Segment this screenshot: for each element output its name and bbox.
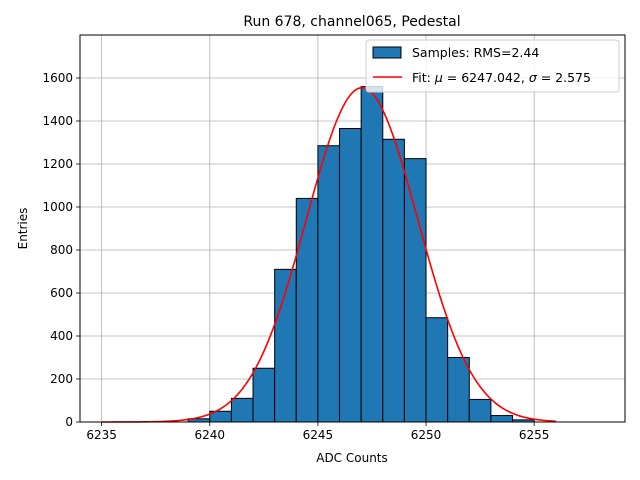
histogram-bar <box>382 138 405 423</box>
histogram-bar <box>403 158 427 423</box>
y-tick-label: 400 <box>50 329 73 343</box>
x-axis-label: ADC Counts <box>316 451 388 465</box>
histogram-bar <box>317 145 341 423</box>
legend-fit-prefix: Fit: <box>412 70 435 85</box>
legend: Samples: RMS=2.44 Fit: μ = 6247.042, σ =… <box>365 39 620 93</box>
y-axis-label: Entries <box>16 208 30 250</box>
x-tick-label: 6240 <box>194 428 225 442</box>
y-tick-label: 1600 <box>42 71 73 85</box>
x-axis-ticks: 6235 6240 6245 6250 6255 <box>86 422 549 442</box>
legend-histogram-swatch <box>372 46 402 59</box>
y-tick-label: 1400 <box>42 114 73 128</box>
legend-fit-label: Fit: μ = 6247.042, σ = 2.575 <box>412 70 591 85</box>
histogram-bar <box>295 197 319 423</box>
y-tick-label: 200 <box>50 372 73 386</box>
y-tick-label: 600 <box>50 286 73 300</box>
legend-fit-sigma-value: = 2.575 <box>537 70 591 85</box>
histogram-bars <box>187 86 535 423</box>
legend-fit-mu-symbol: μ <box>434 70 443 85</box>
fit-curve-group <box>101 86 556 423</box>
histogram-bar <box>447 357 470 423</box>
fit-curve <box>101 86 556 423</box>
y-tick-label: 1000 <box>42 200 73 214</box>
chart-title: Run 678, channel065, Pedestal <box>243 14 460 30</box>
x-tick-label: 6250 <box>411 428 442 442</box>
histogram-bar <box>490 415 514 423</box>
x-tick-label: 6245 <box>303 428 334 442</box>
histogram-bar <box>339 128 362 423</box>
histogram-bar <box>230 397 254 423</box>
y-tick-label: 1200 <box>42 157 73 171</box>
x-tick-label: 6255 <box>519 428 550 442</box>
legend-histogram-label: Samples: RMS=2.44 <box>412 45 539 60</box>
histogram-bar <box>425 317 449 423</box>
histogram-bar <box>360 86 384 423</box>
histogram-bar <box>252 367 276 423</box>
y-tick-label: 0 <box>65 415 73 429</box>
plot-frame <box>79 34 626 423</box>
y-axis-ticks: 0 200 400 600 800 1000 1200 1400 1600 <box>42 71 80 429</box>
legend-fit-sigma-symbol: σ <box>529 70 538 85</box>
legend-fit-mu-value: = 6247.042, <box>443 70 529 85</box>
legend-box <box>365 39 620 93</box>
histogram-bar <box>468 398 492 423</box>
x-tick-label: 6235 <box>86 428 117 442</box>
y-tick-label: 800 <box>50 243 73 257</box>
